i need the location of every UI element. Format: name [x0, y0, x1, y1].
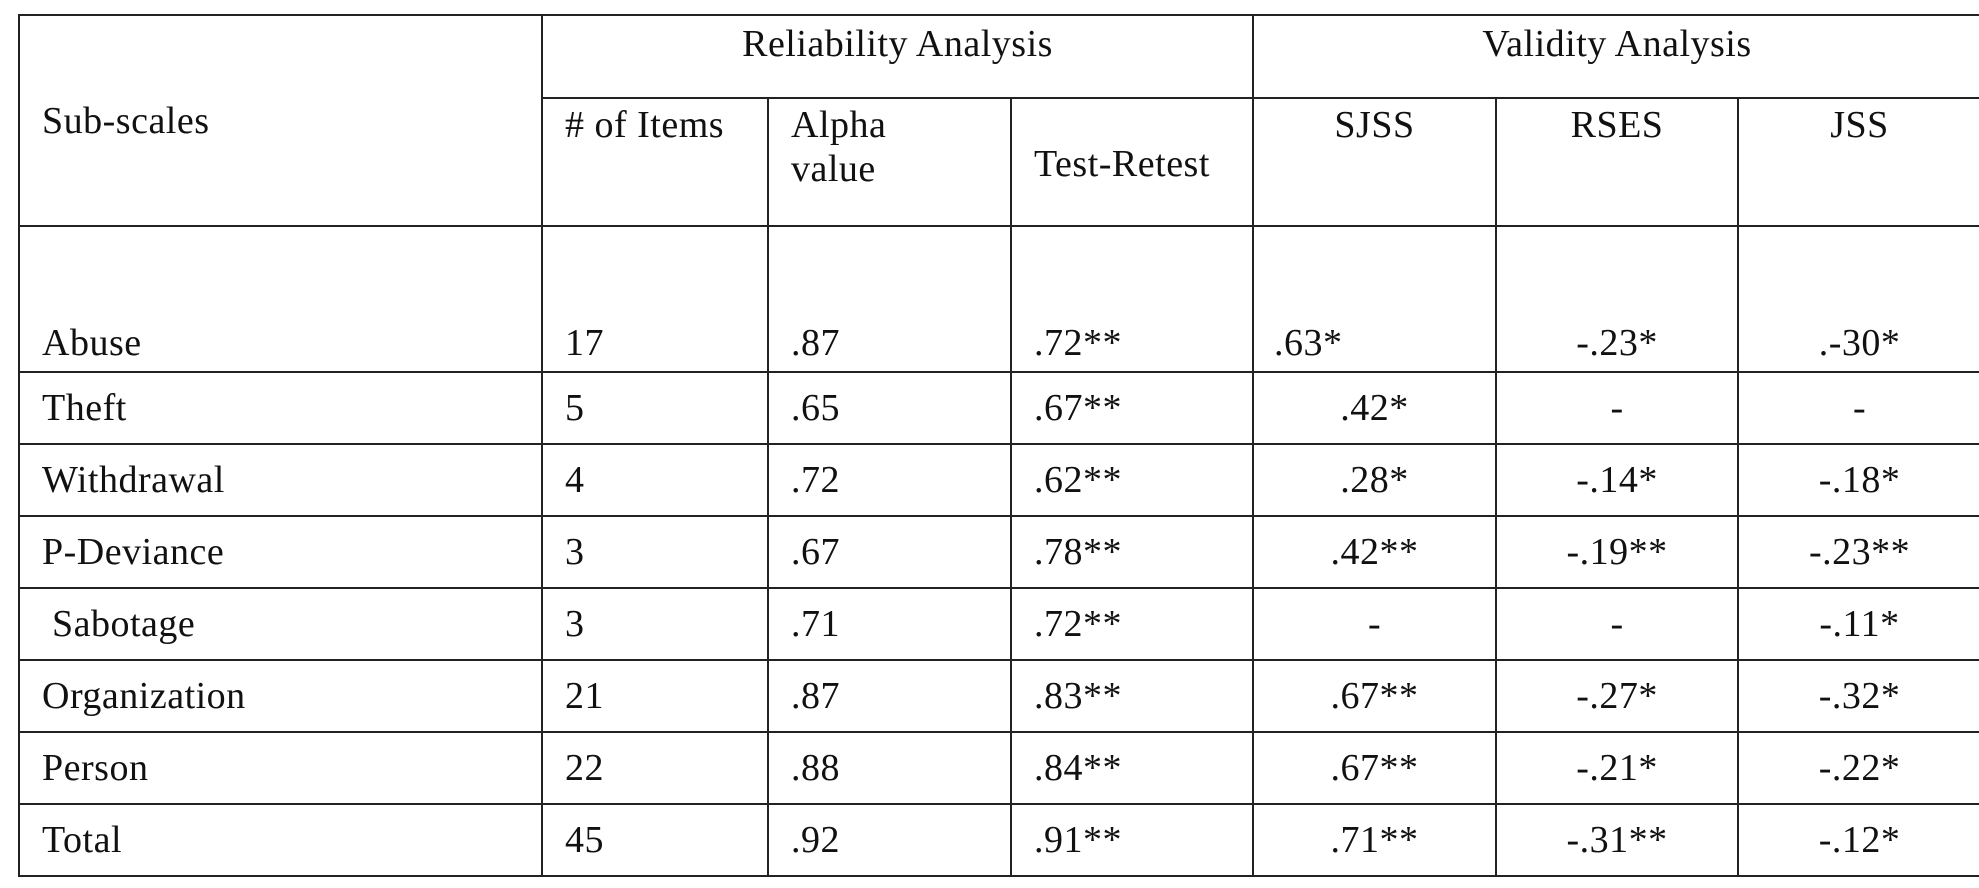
row-rses: -.14* — [1495, 443, 1740, 517]
row-items: 22 — [541, 731, 769, 805]
row-rses: -.27* — [1495, 659, 1740, 733]
row-test-retest: .67** — [1009, 371, 1255, 445]
items-header: # of Items — [541, 97, 769, 227]
row-alpha: .92 — [767, 803, 1012, 877]
rses-header: RSES — [1495, 97, 1740, 227]
row-label: Sabotage — [18, 587, 543, 661]
table-row: Total 45 .92 .91** .71** -.31** -.12* — [18, 803, 1979, 877]
row-jss: - — [1737, 371, 1979, 445]
table-row: Abuse 17 .87 .72** .63* -.23* .-30* — [18, 225, 1979, 373]
row-jss: -.12* — [1737, 803, 1979, 877]
row-alpha: .87 — [767, 659, 1012, 733]
row-rses: - — [1495, 587, 1740, 661]
row-label: Total — [18, 803, 543, 877]
row-label: Person — [18, 731, 543, 805]
row-test-retest: .72** — [1009, 225, 1255, 373]
row-label: Organization — [18, 659, 543, 733]
row-items: 45 — [541, 803, 769, 877]
sjss-header: SJSS — [1252, 97, 1498, 227]
reliability-analysis-header: Reliability Analysis — [540, 14, 1255, 99]
row-jss: -.11* — [1737, 587, 1979, 661]
row-jss: -.22* — [1737, 731, 1979, 805]
row-sjss: .67** — [1252, 731, 1498, 805]
row-items: 21 — [541, 659, 769, 733]
row-label: P-Deviance — [18, 515, 543, 589]
row-sjss: .42** — [1252, 515, 1498, 589]
row-items: 5 — [541, 371, 769, 445]
subscales-header: Sub-scales — [18, 14, 543, 227]
alpha-header-line2: value — [791, 148, 876, 190]
row-rses: -.21* — [1495, 731, 1740, 805]
row-jss: .-30* — [1737, 225, 1979, 373]
row-test-retest: .78** — [1009, 515, 1255, 589]
row-sjss: .63* — [1252, 225, 1498, 373]
row-sjss: .42* — [1252, 371, 1498, 445]
row-alpha: .65 — [767, 371, 1012, 445]
statistics-table: Sub-scales Reliability Analysis Validity… — [18, 14, 1979, 877]
row-test-retest: .83** — [1009, 659, 1255, 733]
row-jss: -.18* — [1737, 443, 1979, 517]
row-items: 17 — [541, 225, 769, 373]
row-alpha: .87 — [767, 225, 1012, 373]
jss-header: JSS — [1737, 97, 1979, 227]
row-alpha: .71 — [767, 587, 1012, 661]
table-row: Organization 21 .87 .83** .67** -.27* -.… — [18, 659, 1979, 733]
row-test-retest: .91** — [1009, 803, 1255, 877]
row-label: Abuse — [18, 225, 543, 373]
row-test-retest: .62** — [1009, 443, 1255, 517]
row-jss: -.23** — [1737, 515, 1979, 589]
row-sjss: .71** — [1252, 803, 1498, 877]
table-row: Theft 5 .65 .67** .42* - - — [18, 371, 1979, 445]
row-sjss: .28* — [1252, 443, 1498, 517]
row-label: Withdrawal — [18, 443, 543, 517]
table-row: Withdrawal 4 .72 .62** .28* -.14* -.18* — [18, 443, 1979, 517]
alpha-header-line1: Alpha — [791, 104, 887, 146]
table-row: Person 22 .88 .84** .67** -.21* -.22* — [18, 731, 1979, 805]
row-sjss: .67** — [1252, 659, 1498, 733]
row-jss: -.32* — [1737, 659, 1979, 733]
row-alpha: .88 — [767, 731, 1012, 805]
table-row: P-Deviance 3 .67 .78** .42** -.19** -.23… — [18, 515, 1979, 589]
row-test-retest: .84** — [1009, 731, 1255, 805]
row-test-retest: .72** — [1009, 587, 1255, 661]
row-rses: - — [1495, 371, 1740, 445]
validity-analysis-header: Validity Analysis — [1252, 14, 1979, 99]
row-label: Theft — [18, 371, 543, 445]
row-alpha: .72 — [767, 443, 1012, 517]
row-rses: -.19** — [1495, 515, 1740, 589]
row-alpha: .67 — [767, 515, 1012, 589]
row-items: 4 — [541, 443, 769, 517]
row-items: 3 — [541, 515, 769, 589]
header-row-groups: Sub-scales Reliability Analysis Validity… — [18, 14, 1979, 227]
table-row: Sabotage 3 .71 .72** - - -.11* — [18, 587, 1979, 661]
row-sjss: - — [1252, 587, 1498, 661]
row-items: 3 — [541, 587, 769, 661]
row-rses: -.23* — [1495, 225, 1740, 373]
test-retest-header: Test-Retest — [1009, 97, 1255, 227]
header-row-columns: # of Items Alpha value Test-Retest SJSS R… — [19, 97, 1979, 227]
row-rses: -.31** — [1495, 803, 1740, 877]
alpha-header: Alpha value — [767, 97, 1012, 227]
